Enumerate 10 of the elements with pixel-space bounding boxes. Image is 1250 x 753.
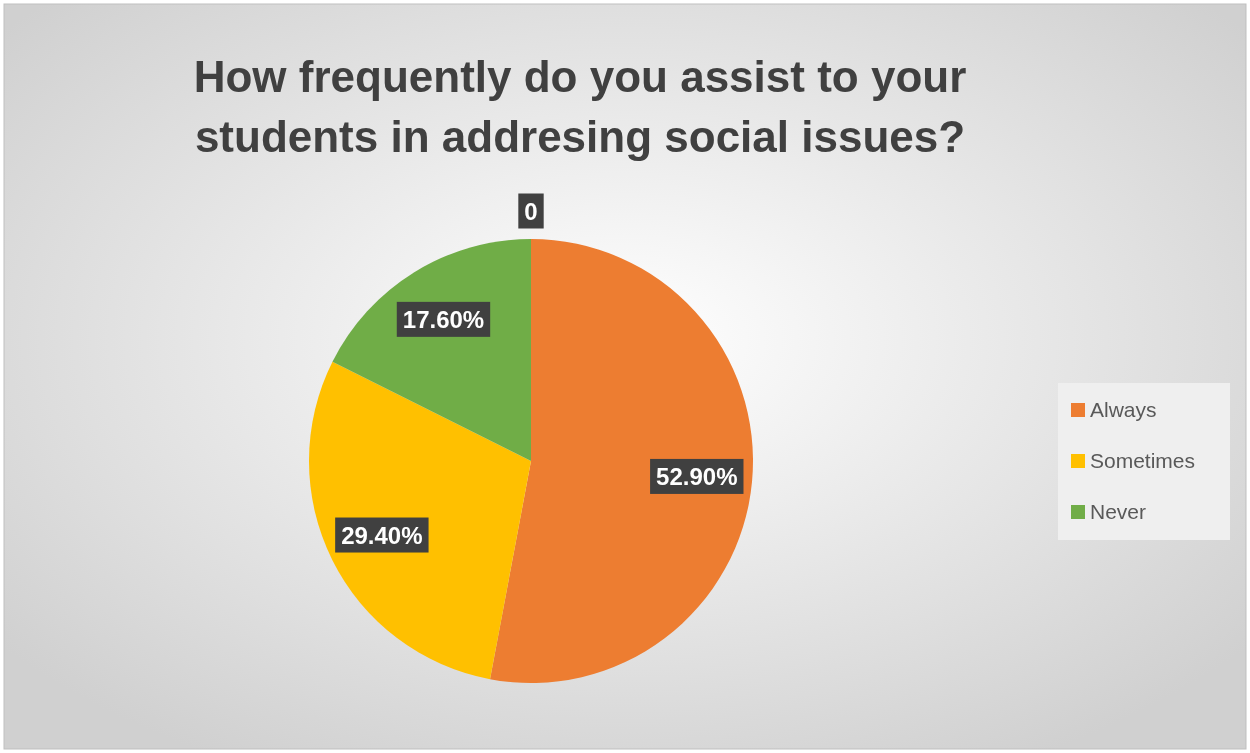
data-label: 17.60% (402, 305, 485, 333)
text: 0 (524, 197, 538, 225)
chart-title: How frequently do you assist to your students in addresing social issues? (193, 52, 967, 161)
legend-label: Never (1090, 500, 1147, 523)
data-label: 29.40% (341, 521, 423, 549)
pie-slice (309, 361, 531, 680)
legend-label: Always (1090, 398, 1157, 421)
data-label: 52.90% (656, 462, 738, 490)
pie-slice (490, 239, 753, 683)
legend-label: Sometimes (1090, 449, 1196, 472)
